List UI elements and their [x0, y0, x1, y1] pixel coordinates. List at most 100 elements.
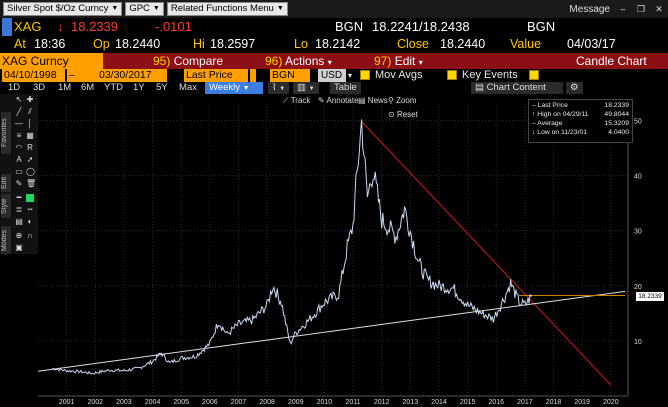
ticker-marker [2, 18, 12, 36]
period-ytd[interactable]: YTD [104, 82, 123, 93]
legend-last-price-value: 18.2339 [604, 102, 629, 109]
legend-average: – Average 15.3209 [532, 120, 629, 128]
chart-type-label: Candle Chart [576, 54, 647, 68]
period-1y[interactable]: 1Y [133, 82, 145, 93]
tab-modes[interactable]: Modes [1, 226, 11, 254]
settings-button[interactable]: ⚙ [566, 82, 583, 94]
magnet-icon[interactable]: ∩ [27, 231, 33, 240]
price-chart[interactable]: 2001 2002 2003 2004 2005 2006 2007 2008 2009 2010… [38, 94, 668, 407]
period-max[interactable]: Max [179, 82, 197, 93]
left-toolbar: Favorites Edit Style Modes ↖ ✚ ╱ ⫽ — │ ≡… [0, 94, 38, 254]
fill-icon[interactable]: ▤ [15, 217, 23, 226]
chart-content-button[interactable]: ▤ Chart Content [471, 82, 563, 94]
crosshair-icon[interactable]: ✚ [26, 95, 34, 104]
line-chart-icon: ⌇ [272, 82, 277, 93]
close-value: 18.2440 [440, 37, 486, 51]
security-field-text: Silver Spot $/Oz Curncy [7, 3, 109, 14]
ticker: XAG [14, 19, 42, 34]
related-functions-menu[interactable]: Related Functions Menu ▼ [166, 2, 288, 16]
security-input[interactable]: XAG Curncy [0, 53, 103, 69]
actions-label: Actions [285, 54, 325, 68]
line-style-button[interactable]: ⌇ ▼ [268, 82, 290, 94]
period-tabs: 1D 3D 1M 6M YTD 1Y 5Y Max Weekly ▼ ⌇ ▼ ▥… [0, 82, 668, 94]
mode-icon[interactable]: ⊕ [15, 231, 23, 240]
snapshot-icon[interactable]: ▣ [15, 243, 23, 252]
at-label: At [14, 37, 26, 51]
line-dash-icon[interactable]: ┅ [27, 205, 33, 214]
opacity-icon[interactable]: ◐ [27, 217, 33, 226]
currency-select[interactable]: USD [318, 69, 346, 82]
price-series-line [52, 119, 533, 375]
tab-edit[interactable]: Edit [1, 174, 11, 192]
grid-icon[interactable]: ▦ [26, 131, 34, 140]
zoom-button[interactable]: ⚲ Zoom [388, 96, 417, 105]
table-button[interactable]: Table [330, 82, 361, 94]
annotate-button[interactable]: ✎ Annotate [318, 96, 359, 105]
period-6m[interactable]: 6M [81, 82, 95, 93]
track-icon: ⟋ [283, 96, 289, 105]
track-button[interactable]: ⟋ Track [283, 96, 310, 106]
x-tick-label: 2016 [488, 399, 504, 406]
chart-content-label: Chart Content [486, 82, 546, 93]
restore-icon[interactable]: ❐ [636, 4, 646, 14]
price-type-select[interactable]: Last Price [184, 69, 248, 82]
horizontal-line-icon[interactable]: — [15, 119, 23, 128]
related-functions-text: Related Functions Menu [170, 3, 274, 14]
mov-avgs-label: Mov Avgs [375, 69, 423, 81]
color-swatch-icon[interactable] [26, 194, 34, 202]
start-date-input[interactable]: 04/10/1998 [2, 69, 65, 82]
period-3d[interactable]: 3D [33, 82, 46, 93]
chart-style-button[interactable]: ▥ ▼ [293, 82, 319, 94]
chevron-down-icon[interactable]: ▾ [348, 71, 353, 80]
tab-favorites[interactable]: Favorites [1, 112, 11, 154]
brush-icon[interactable]: ✎ [15, 179, 23, 188]
x-tick-label: 2017 [517, 399, 533, 406]
tab-style[interactable]: Style [1, 194, 11, 218]
arrow-icon[interactable]: ➚ [26, 155, 34, 164]
security-field[interactable]: Silver Spot $/Oz Curncy ▼ [3, 2, 123, 16]
fibonacci-icon[interactable]: ≡ [16, 131, 22, 140]
ellipse-icon[interactable]: ◯ [26, 167, 35, 176]
period-5y[interactable]: 5Y [156, 82, 168, 93]
low-label: Lo [294, 37, 308, 51]
zoom-label: Zoom [396, 96, 417, 105]
price-type-dropdown-icon[interactable] [250, 69, 256, 82]
reset-button[interactable]: ⊙ Reset [388, 110, 418, 119]
arc-icon[interactable]: ◠ [15, 143, 23, 152]
pointer-icon[interactable]: ↖ [15, 95, 23, 104]
x-tick-label: 2018 [546, 399, 562, 406]
chart-panel[interactable]: 2001 2002 2003 2004 2005 2006 2007 2008 2009 2010… [38, 94, 668, 407]
period-1m[interactable]: 1M [58, 82, 72, 93]
regression-icon[interactable]: R [27, 143, 33, 152]
message-link[interactable]: Message [569, 3, 610, 15]
close-icon[interactable]: ✕ [655, 4, 663, 14]
frequency-select[interactable]: Weekly ▼ [205, 82, 263, 94]
vertical-line-icon[interactable]: │ [27, 119, 33, 128]
rectangle-icon[interactable]: ▭ [15, 167, 23, 176]
delete-icon[interactable]: 🗑 [26, 179, 37, 188]
end-date-input[interactable]: 03/30/2017 [97, 69, 167, 82]
channel-icon[interactable]: ⫽ [28, 107, 32, 116]
chevron-down-icon: ▼ [111, 5, 119, 12]
line-color-icon[interactable]: ━ [16, 193, 22, 202]
key-events-checkbox[interactable] [529, 70, 539, 80]
high-label: Hi [193, 37, 205, 51]
resistance-trendline [361, 121, 612, 386]
gpc-field[interactable]: GPC ▼ [125, 2, 164, 16]
y-tick-label: 20 [634, 284, 642, 291]
actions-button[interactable]: 96) Actions ▾ [265, 53, 332, 69]
trendline-icon[interactable]: ╱ [16, 107, 22, 116]
compare-button[interactable]: 95) Compare [153, 53, 223, 69]
period-1d[interactable]: 1D [8, 82, 21, 93]
mov-avgs-checkbox[interactable] [360, 70, 370, 80]
news-button[interactable]: ▤ News [358, 96, 388, 105]
text-icon[interactable]: A [16, 155, 22, 164]
value-date: 04/03/17 [567, 37, 616, 51]
edit-button[interactable]: 97) Edit ▾ [374, 53, 423, 69]
minimize-icon[interactable]: – [620, 4, 626, 14]
key-events-checkbox-left[interactable] [447, 70, 457, 80]
chevron-down-icon: ▾ [418, 58, 423, 67]
line-weight-icon[interactable]: ≣ [15, 205, 23, 214]
x-tick-label: 2013 [403, 399, 419, 406]
source-input[interactable]: BGN [270, 69, 310, 82]
